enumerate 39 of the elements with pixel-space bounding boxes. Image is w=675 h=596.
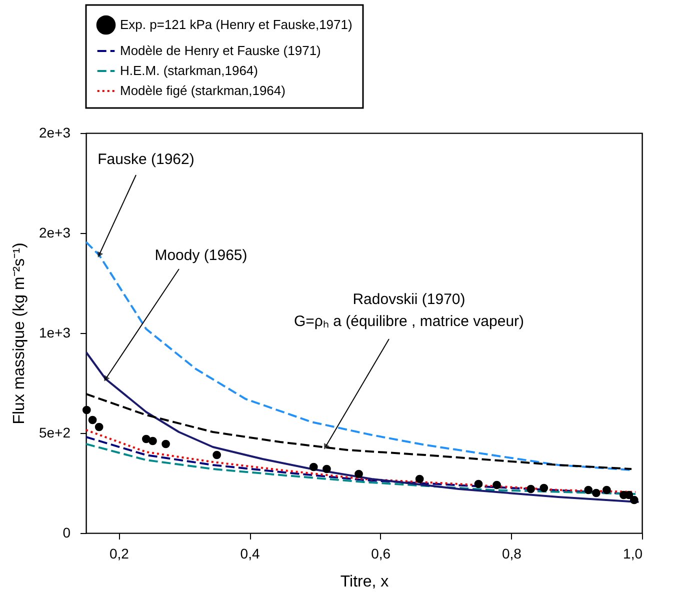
point (82, 406, 91, 414)
legend-label: Modèle de Henry et Fauske (1971) (120, 43, 321, 58)
point (526, 484, 535, 494)
y-tick-label: 0 (62, 524, 71, 540)
x-tick-label: 1,0 (623, 546, 643, 562)
x-tick-label: 0,8 (502, 546, 522, 562)
point (322, 464, 331, 474)
point (212, 450, 222, 460)
point (474, 480, 483, 488)
y-tick-label: 5e+2 (38, 424, 71, 440)
point (88, 416, 97, 424)
legend-label: H.E.M. (starkman,1964) (120, 63, 258, 78)
x-tick-label: 0,2 (109, 546, 130, 562)
x-tick-label: 0,6 (371, 546, 391, 562)
legend-label: Modèle figé (starkman,1964) (120, 83, 286, 98)
point (94, 422, 104, 432)
point (309, 462, 318, 472)
annotation: Fauske (1962) (98, 151, 194, 168)
point (142, 434, 150, 444)
line-series (86, 351, 640, 503)
x-tick-label: 0,4 (240, 546, 260, 562)
point (148, 436, 157, 446)
legend-label: Exp. p=121 kPa (Henry et Fauske,1971) (120, 17, 352, 32)
y-tick-label: 2e+3 (38, 124, 71, 140)
point (415, 474, 424, 484)
y-tick-label: 1e+3 (38, 324, 71, 340)
point (630, 496, 638, 504)
point (540, 484, 548, 492)
point (584, 486, 593, 494)
annotation: Moody (1965) (154, 247, 248, 264)
point (592, 488, 600, 498)
point (162, 440, 170, 448)
y-tick-label: 2e+3 (38, 224, 71, 240)
annotation: Radovskii (1970) G=ρₕ a (équilibre , matrice vapeur) (294, 291, 524, 330)
point (492, 480, 501, 490)
point (602, 486, 611, 494)
y-axis-title: Flux massique (kg m⁻²s⁻¹) (10, 242, 28, 424)
point (354, 470, 363, 478)
x-axis-title: Titre, x (340, 574, 389, 590)
